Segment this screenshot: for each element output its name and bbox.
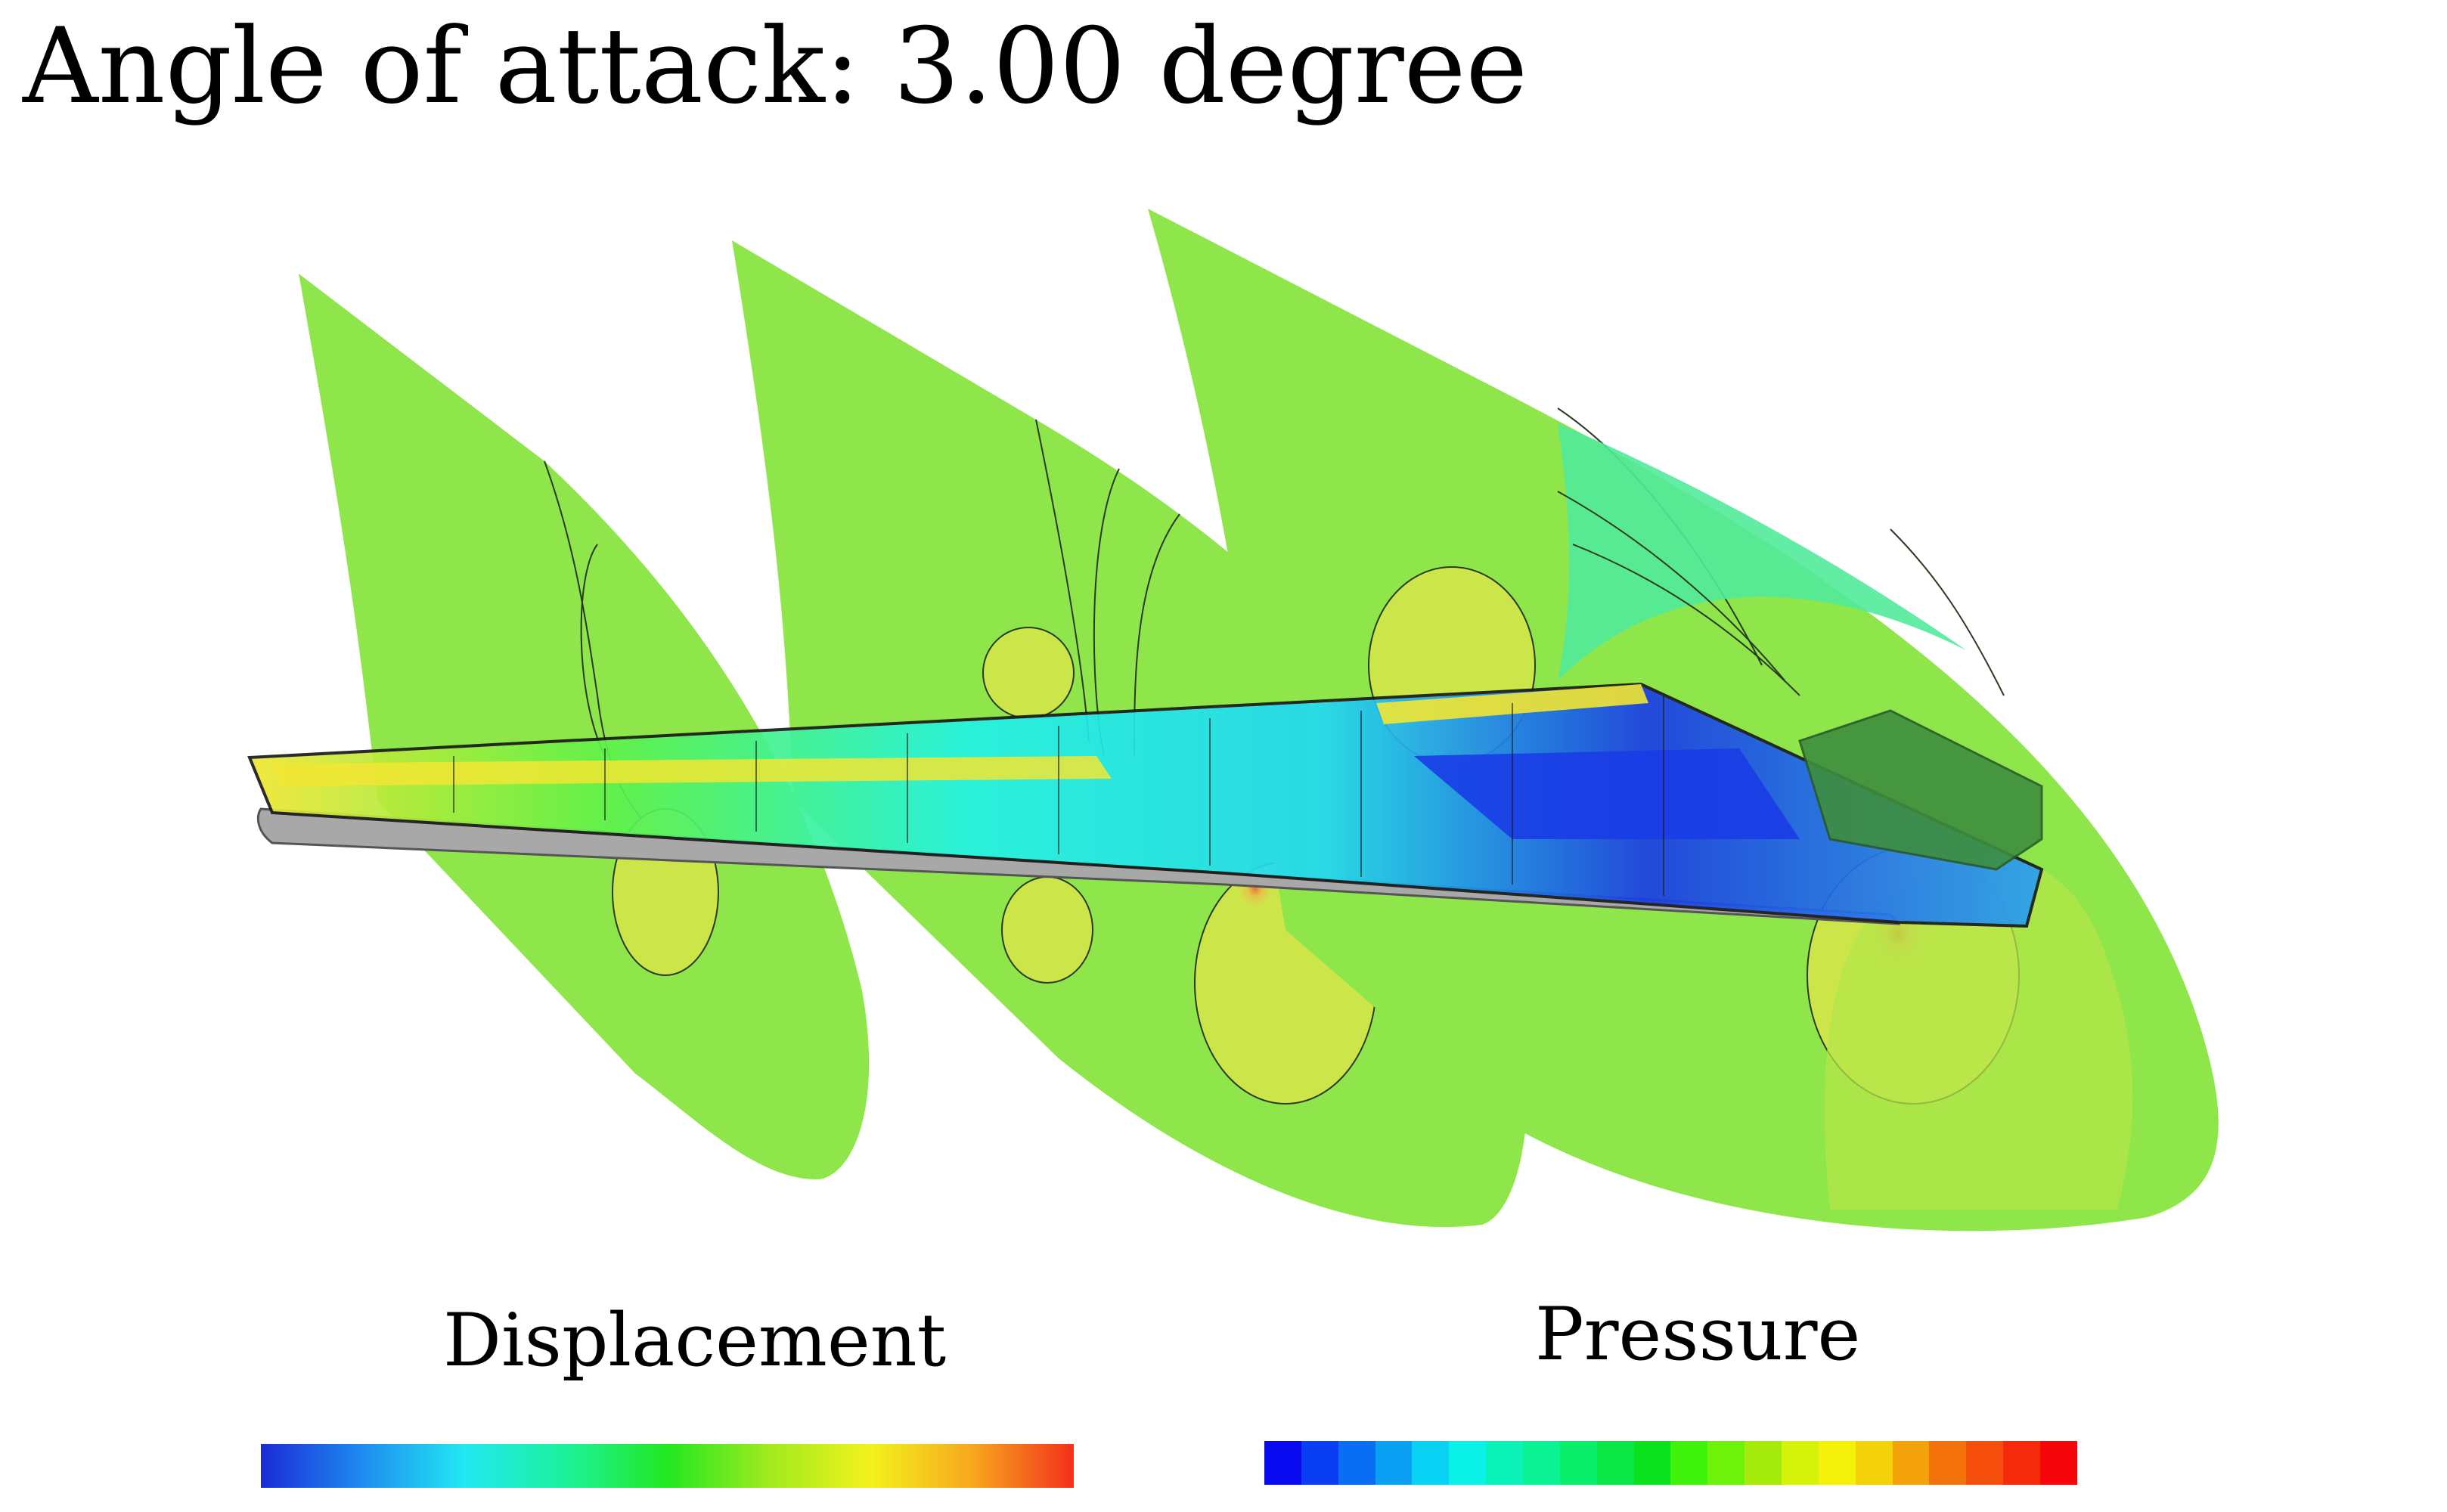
pressure-bin [1633, 1441, 1671, 1485]
pressure-bin [1670, 1441, 1708, 1485]
pressure-bin [1596, 1441, 1634, 1485]
title: Angle of attack: 3.00 degree [23, 5, 1528, 127]
pressure-bin [1449, 1441, 1487, 1485]
wing-surface [247, 682, 2044, 928]
pressure-bin [1745, 1441, 1782, 1485]
pressure-bin [1966, 1441, 2004, 1485]
displacement-colorbar [261, 1444, 1074, 1488]
displacement-colorbar-label: Displacement [443, 1298, 947, 1383]
pressure-bin [1892, 1441, 1930, 1485]
pressure-colorbar-label: Pressure [1535, 1292, 1861, 1377]
pressure-bin [1264, 1441, 1301, 1485]
pressure-bin [1486, 1441, 1524, 1485]
pressure-bin [2003, 1441, 2041, 1485]
pressure-bin [2040, 1441, 2077, 1485]
pressure-bin [1782, 1441, 1819, 1485]
pressure-bin [1301, 1441, 1338, 1485]
pressure-bin [1375, 1441, 1413, 1485]
pressure-bin [1929, 1441, 1967, 1485]
pressure-bin [1412, 1441, 1450, 1485]
pressure-bin [1338, 1441, 1375, 1485]
pressure-bin [1559, 1441, 1597, 1485]
pressure-bin [1855, 1441, 1893, 1485]
pressure-colorbar [1264, 1441, 2077, 1485]
engine-pod [1798, 709, 2043, 871]
pressure-bin [1818, 1441, 1856, 1485]
pressure-bin [1523, 1441, 1560, 1485]
pressure-bin [1707, 1441, 1745, 1485]
